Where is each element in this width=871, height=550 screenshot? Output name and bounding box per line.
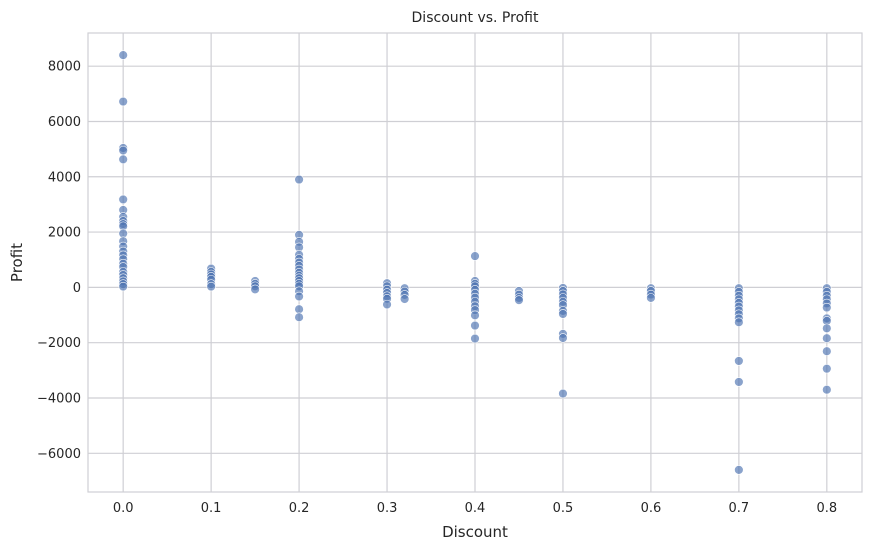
x-axis-label: Discount [442, 523, 508, 541]
data-point [294, 312, 304, 322]
y-tick-label: 2000 [48, 226, 81, 241]
data-point [822, 323, 832, 334]
x-tick-label: 0.7 [729, 501, 750, 516]
y-tick-label: 0 [73, 281, 81, 296]
y-tick-label: 4000 [48, 170, 81, 185]
data-point [734, 356, 744, 366]
data-point [118, 281, 128, 292]
x-tick-label: 0.4 [465, 501, 486, 516]
y-tick-label: −2000 [37, 336, 81, 351]
data-point [118, 154, 128, 165]
y-tick-label: −4000 [37, 391, 81, 406]
y-tick-label: 6000 [48, 115, 81, 130]
data-point [470, 333, 480, 344]
data-point [646, 293, 656, 303]
chart-title: Discount vs. Profit [412, 10, 539, 26]
y-tick-label: 8000 [48, 60, 81, 75]
data-point [118, 96, 128, 107]
data-point [822, 302, 832, 313]
data-point [558, 309, 568, 319]
data-point [470, 320, 480, 331]
x-tick-label: 0.6 [641, 501, 662, 516]
data-points [118, 50, 832, 475]
data-point [822, 346, 832, 356]
data-point [734, 377, 744, 387]
data-point [822, 363, 832, 374]
x-tick-label: 0.3 [377, 501, 398, 516]
data-point [118, 50, 128, 60]
data-point [470, 251, 480, 261]
data-point [734, 465, 744, 475]
data-point [399, 294, 410, 304]
x-tick-label: 0.1 [201, 501, 222, 516]
data-point [558, 333, 568, 343]
data-point [118, 145, 128, 156]
data-point [470, 310, 480, 321]
data-point [822, 384, 832, 395]
data-point [250, 284, 260, 295]
data-point [558, 388, 568, 399]
data-point [734, 317, 744, 327]
plot-frame [87, 32, 863, 493]
data-point [118, 194, 128, 205]
y-axis-label: Profit [8, 243, 26, 282]
x-tick-label: 0.5 [553, 501, 574, 516]
x-tick-label: 0.8 [816, 501, 837, 516]
data-point [294, 304, 304, 314]
x-tick-labels: 0.0 0.1 0.2 0.3 0.4 0.5 0.6 0.7 0.8 [113, 501, 837, 516]
x-tick-label: 0.0 [113, 501, 134, 516]
grid [88, 33, 862, 492]
data-point [206, 281, 216, 292]
data-point [514, 295, 524, 305]
data-point [822, 333, 832, 343]
y-tick-labels: −6000 −4000 −2000 0 2000 4000 6000 8000 [37, 60, 81, 462]
data-point [294, 291, 304, 302]
data-point [294, 174, 304, 185]
data-point [382, 299, 392, 310]
x-tick-label: 0.2 [289, 501, 310, 516]
y-tick-label: −6000 [37, 447, 81, 462]
